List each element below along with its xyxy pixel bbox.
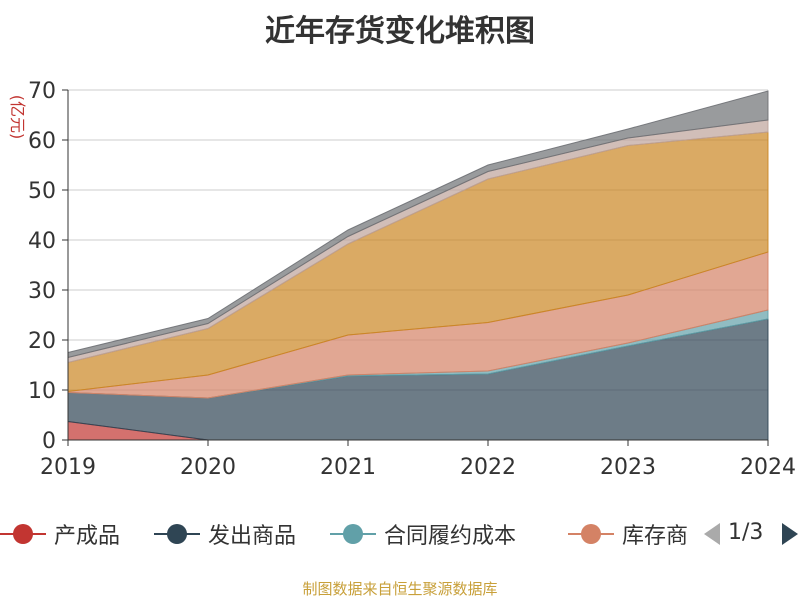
- x-tick-label: 2024: [740, 455, 796, 480]
- x-tick-label: 2019: [40, 455, 96, 480]
- legend: 产成品 发出商品 合同履约成本 库存商 1/3: [0, 516, 800, 552]
- x-tick-label: 2022: [460, 455, 516, 480]
- legend-marker-icon: [0, 516, 46, 552]
- legend-next-page-button[interactable]: [782, 523, 798, 545]
- axes: 0 10 20 30 40 50 60 70 2019 2020 2021 2022 2023 2024: [28, 79, 796, 480]
- y-tick-label: 10: [28, 379, 56, 404]
- legend-items: 产成品 发出商品 合同履约成本 库存商: [0, 516, 688, 552]
- x-tick-label: 2021: [320, 455, 376, 480]
- y-tick-label: 30: [28, 279, 56, 304]
- area-series-6: [67, 90, 769, 359]
- y-tick-label: 50: [28, 179, 56, 204]
- x-tick-label: 2023: [600, 455, 656, 480]
- legend-marker-icon: [154, 516, 200, 552]
- y-axis-label: (亿元): [8, 95, 27, 140]
- y-tick-label: 0: [42, 429, 56, 454]
- legend-label: 产成品: [54, 524, 121, 549]
- chart-title: 近年存货变化堆积图: [265, 14, 535, 49]
- legend-label: 库存商: [622, 524, 688, 549]
- legend-item[interactable]: 库存商: [568, 516, 688, 552]
- legend-item[interactable]: 合同履约成本: [330, 516, 516, 552]
- legend-label: 合同履约成本: [384, 524, 517, 549]
- x-tick-label: 2020: [180, 455, 236, 480]
- legend-label: 发出商品: [208, 524, 297, 549]
- legend-page-indicator: 1/3: [728, 520, 764, 545]
- y-tick-label: 60: [28, 129, 56, 154]
- legend-prev-page-button[interactable]: [704, 523, 720, 545]
- y-tick-label: 20: [28, 329, 56, 354]
- legend-marker-icon: [330, 516, 376, 552]
- source-note: 制图数据来自恒生聚源数据库: [302, 580, 498, 598]
- stacked-areas: [67, 90, 769, 441]
- y-tick-label: 70: [28, 79, 56, 104]
- legend-item[interactable]: 产成品: [0, 516, 120, 552]
- y-tick-label: 40: [28, 229, 56, 254]
- legend-marker-icon: [568, 516, 614, 552]
- legend-item[interactable]: 发出商品: [154, 516, 296, 552]
